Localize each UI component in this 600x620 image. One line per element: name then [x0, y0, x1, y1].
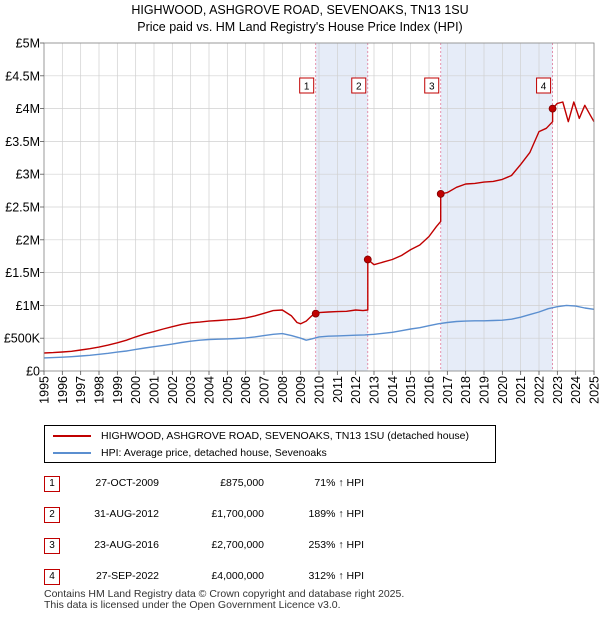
sale-point — [363, 255, 372, 264]
transaction-number-badge: 4 — [44, 569, 60, 585]
marker-badge — [536, 77, 552, 94]
legend-item-hpi: HPI: Average price, detached house, Seve… — [53, 445, 327, 461]
x-tick-label: 2004 — [203, 376, 217, 404]
legend-item-property: HIGHWOOD, ASHGROVE ROAD, SEVENOAKS, TN13… — [53, 428, 469, 444]
marker-badge-label: 1 — [304, 82, 310, 93]
y-tick-label: £0 — [26, 365, 40, 379]
table-row: 3 23-AUG-2016 £2,700,000 253% ↑ HPI — [44, 536, 474, 556]
marker-badge — [424, 77, 440, 94]
footer-license: This data is licensed under the Open Gov… — [44, 599, 341, 611]
transaction-price: £875,000 — [220, 477, 264, 489]
chart-title: HIGHWOOD, ASHGROVE ROAD, SEVENOAKS, TN13… — [131, 3, 469, 17]
table-row: 2 31-AUG-2012 £1,700,000 189% ↑ HPI — [44, 505, 474, 525]
transaction-hpi-change: 189% ↑ HPI — [308, 508, 364, 520]
marker-badge-label: 4 — [541, 82, 547, 93]
y-tick-label: £3.5M — [5, 135, 40, 149]
y-tick-label: £1.5M — [5, 266, 40, 280]
sale-point — [311, 309, 320, 318]
transaction-number-badge: 1 — [44, 476, 60, 492]
x-tick-label: 2014 — [386, 376, 400, 404]
marker-badges: 1 2 3 4 — [299, 77, 552, 94]
x-tick-label: 2011 — [331, 376, 345, 403]
sale-point — [548, 104, 557, 113]
series-lines — [43, 101, 595, 359]
x-tick-label: 2010 — [313, 376, 327, 404]
y-tick-label: £2M — [16, 233, 40, 247]
table-row: 1 27-OCT-2009 £875,000 71% ↑ HPI — [44, 474, 474, 494]
x-tick-label: 2021 — [514, 376, 528, 404]
y-tick-label: £1M — [16, 299, 40, 313]
y-tick-label: £4.5M — [5, 69, 40, 83]
transaction-price: £4,000,000 — [211, 570, 264, 582]
footer: Contains HM Land Registry data © Crown c… — [44, 589, 404, 611]
x-tick-label: 2020 — [496, 376, 510, 404]
transaction-date: 31-AUG-2012 — [94, 508, 159, 520]
y-tick-label: £3M — [16, 168, 40, 182]
y-tick-label: £4M — [16, 102, 40, 116]
marker-badge-label: 2 — [356, 82, 362, 93]
x-tick-label: 1998 — [93, 376, 107, 404]
x-tick-label: 2023 — [551, 376, 565, 404]
marker-badge — [299, 77, 315, 94]
x-tick-label: 2017 — [441, 376, 455, 404]
transaction-date: 27-SEP-2022 — [95, 570, 159, 582]
transaction-date: 27-OCT-2009 — [95, 477, 159, 489]
y-tick-label: £5M — [16, 37, 40, 51]
x-tick-label: 2013 — [368, 376, 382, 404]
table-row: 4 27-SEP-2022 £4,000,000 312% ↑ HPI — [44, 567, 474, 587]
chart-subtitle: Price paid vs. HM Land Registry's House … — [137, 20, 463, 34]
series-line — [43, 101, 595, 354]
x-axis-ticks: 1995 1996 1997 1998 1999 2000 2001 2002 2003 2004… — [38, 371, 600, 404]
sale-point — [436, 189, 445, 198]
x-tick-label: 2022 — [533, 376, 547, 404]
transaction-number-badge: 2 — [44, 507, 60, 523]
marker-badge-label: 3 — [429, 82, 435, 93]
x-tick-label: 2009 — [294, 376, 308, 404]
x-tick-label: 1997 — [74, 376, 88, 404]
x-tick-label: 2006 — [239, 376, 253, 404]
transaction-hpi-change: 253% ↑ HPI — [308, 539, 364, 551]
x-tick-label: 2002 — [166, 376, 180, 404]
x-tick-label: 2005 — [221, 376, 235, 404]
y-axis-ticks: £0 £500K £1M £1.5M £2M £2.5M £3M £3.5M £4M £4.5M £… — [4, 37, 44, 379]
x-tick-label: 2007 — [258, 376, 272, 404]
x-tick-label: 2012 — [349, 376, 363, 404]
x-tick-label: 2001 — [148, 376, 162, 404]
x-tick-label: 1999 — [111, 376, 125, 404]
legend: HIGHWOOD, ASHGROVE ROAD, SEVENOAKS, TN13… — [44, 425, 496, 463]
x-tick-label: 2003 — [184, 376, 198, 404]
x-tick-label: 1995 — [38, 376, 52, 404]
legend-label-property: HIGHWOOD, ASHGROVE ROAD, SEVENOAKS, TN13… — [101, 430, 470, 442]
y-tick-label: £2.5M — [5, 201, 40, 215]
transaction-price: £1,700,000 — [211, 508, 264, 520]
x-tick-label: 2025 — [588, 376, 600, 404]
x-tick-label: 2019 — [478, 376, 492, 404]
x-tick-label: 2015 — [404, 376, 418, 404]
transaction-number-badge: 3 — [44, 538, 60, 554]
transaction-hpi-change: 312% ↑ HPI — [308, 570, 364, 582]
series-line — [43, 304, 595, 359]
x-tick-label: 2024 — [569, 376, 583, 404]
x-tick-label: 2016 — [423, 376, 437, 404]
legend-swatch-hpi — [53, 452, 91, 455]
footer-copyright: Contains HM Land Registry data © Crown c… — [44, 588, 405, 600]
x-tick-label: 2008 — [276, 376, 290, 404]
sale-points — [311, 104, 557, 318]
x-tick-label: 2018 — [459, 376, 473, 404]
chart-title-block: HIGHWOOD, ASHGROVE ROAD, SEVENOAKS, TN13… — [0, 2, 600, 36]
transaction-date: 23-AUG-2016 — [94, 539, 159, 551]
marker-badge — [351, 77, 367, 94]
y-tick-label: £500K — [4, 332, 41, 346]
x-tick-label: 2000 — [129, 376, 143, 404]
legend-swatch-property — [53, 435, 91, 438]
x-tick-label: 1996 — [56, 376, 70, 404]
legend-label-hpi: HPI: Average price, detached house, Seve… — [101, 447, 327, 459]
transaction-price: £2,700,000 — [211, 539, 264, 551]
transaction-hpi-change: 71% ↑ HPI — [314, 477, 364, 489]
grid-lines — [43, 42, 595, 372]
